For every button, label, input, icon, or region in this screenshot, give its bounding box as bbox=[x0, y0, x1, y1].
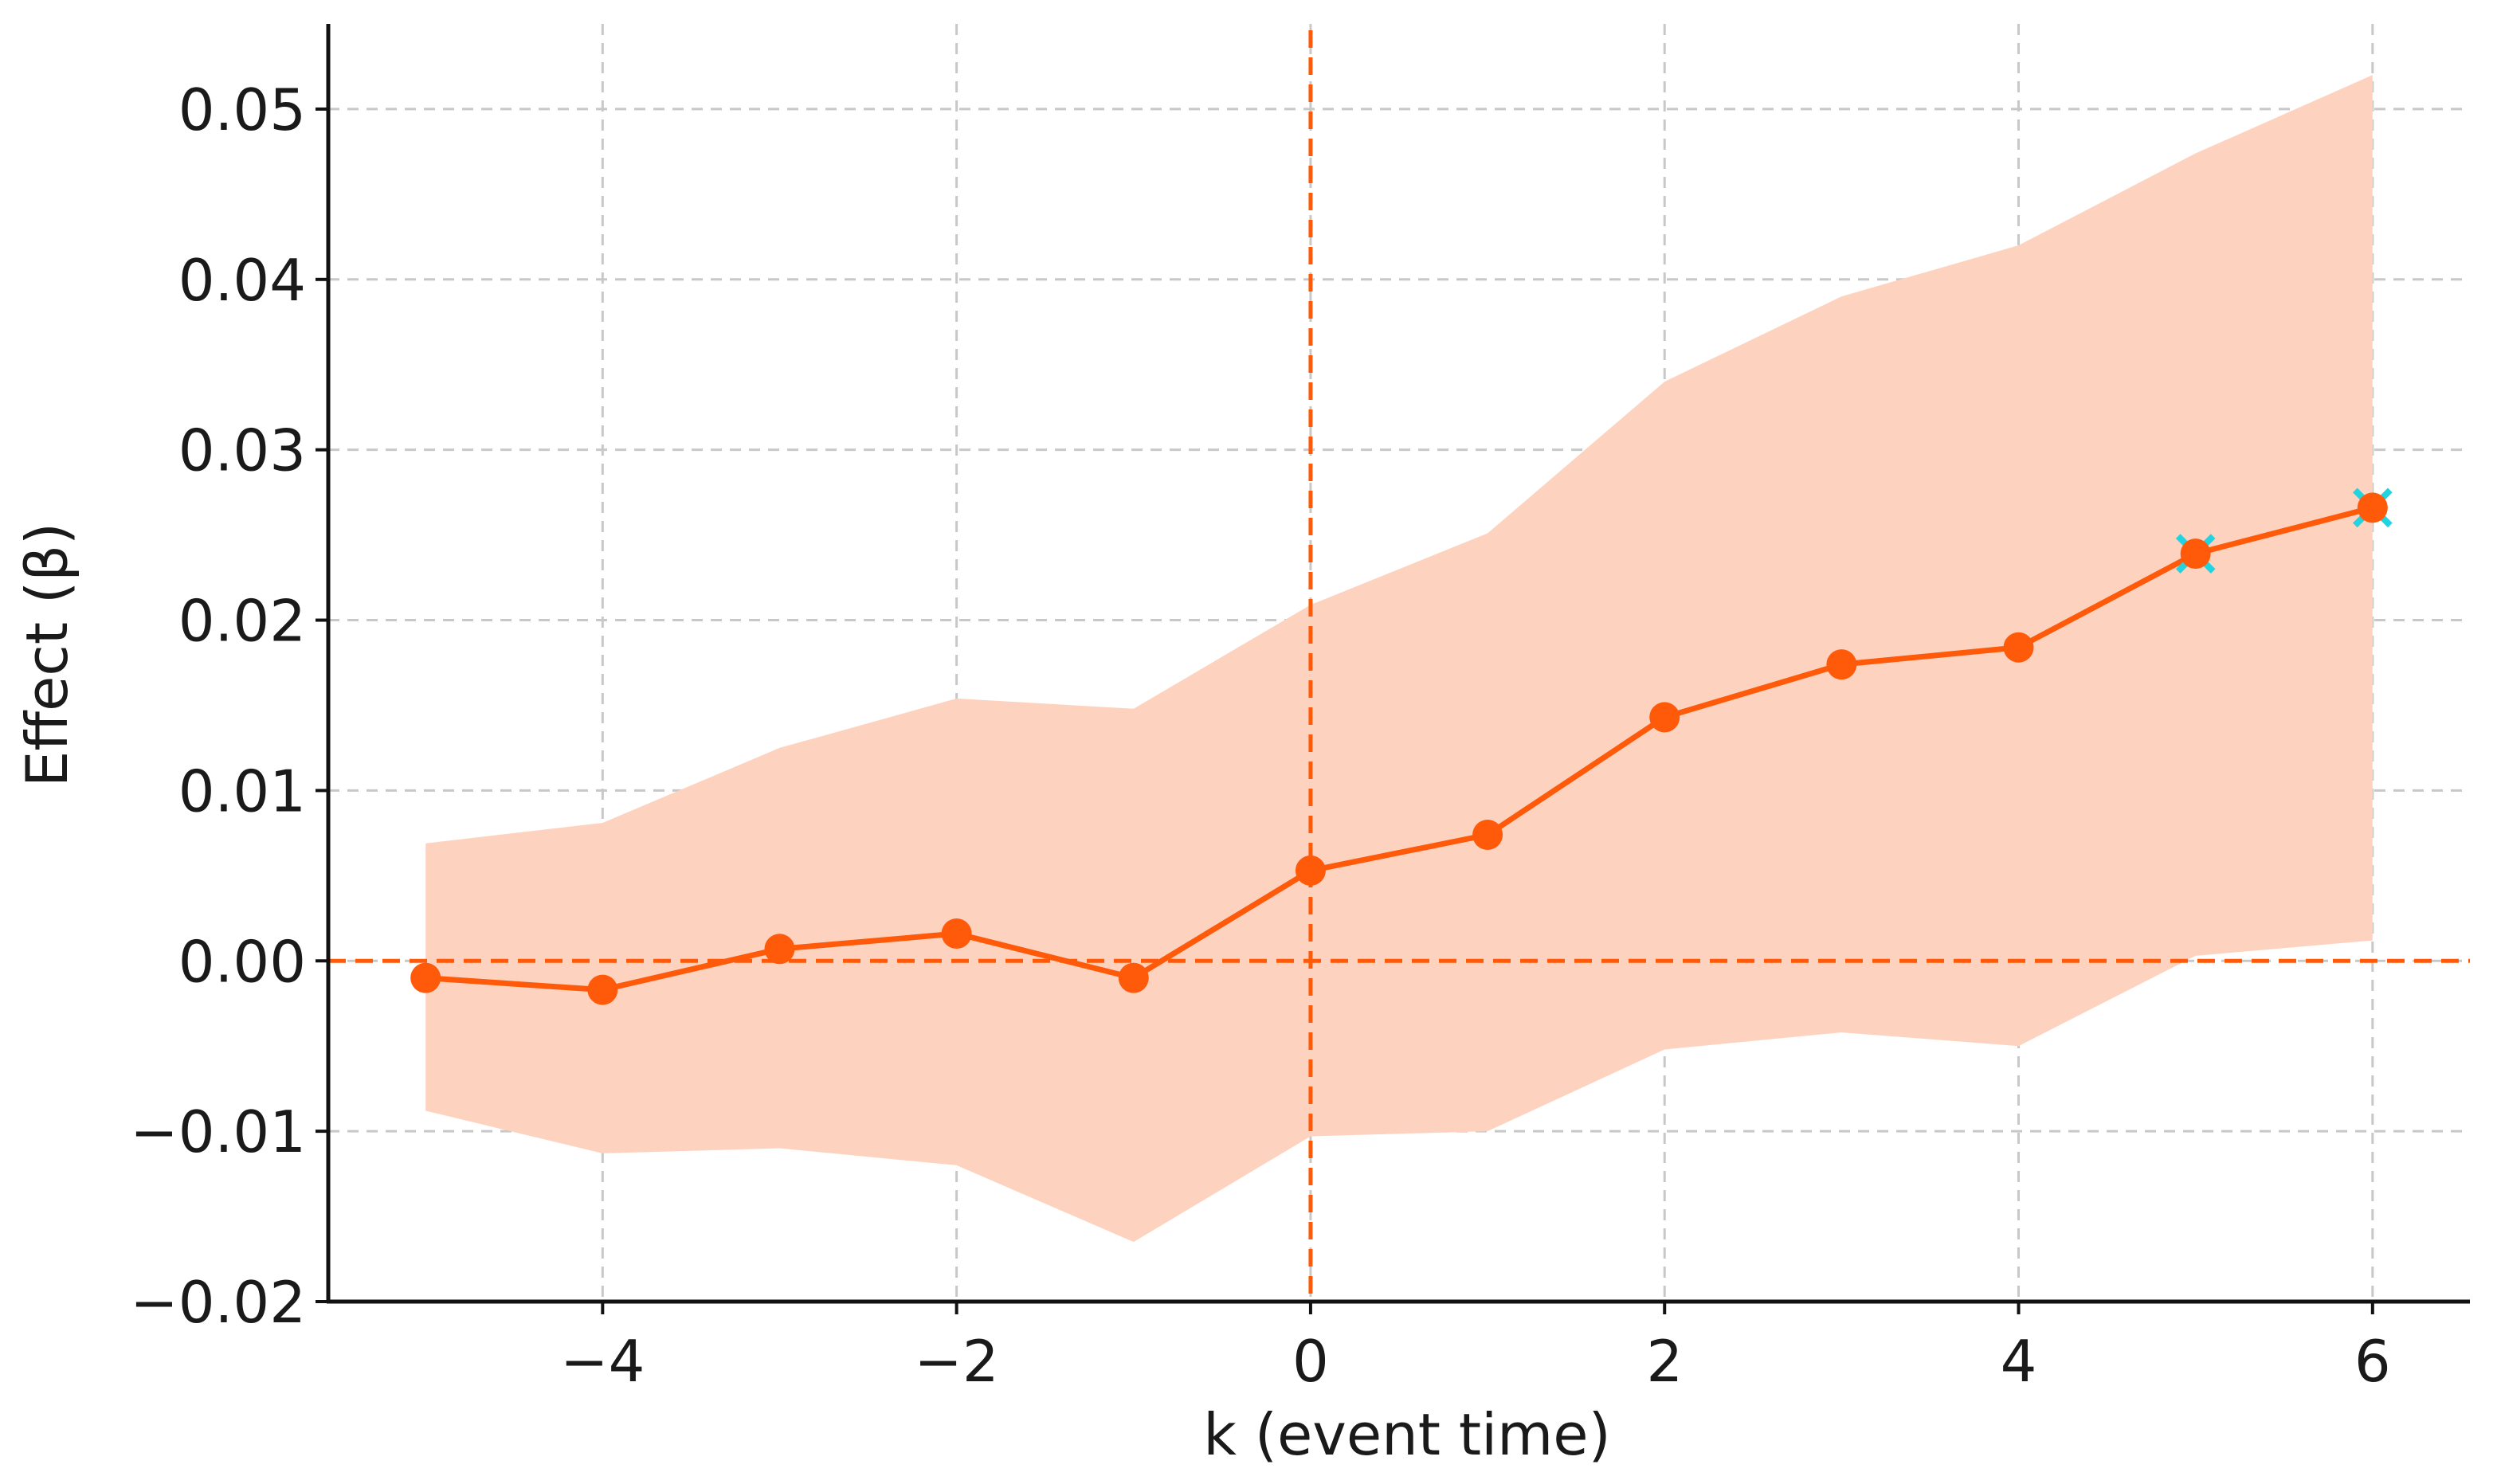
axes bbox=[316, 24, 2470, 1314]
confidence-band bbox=[425, 75, 2373, 1243]
data-point bbox=[410, 962, 441, 993]
y-tick-label: 0.05 bbox=[178, 76, 306, 143]
series-layer bbox=[410, 487, 2393, 1005]
data-point bbox=[2003, 632, 2034, 663]
tick-labels: −4 −2 0 2 4 6 −0.02 −0.01 0.00 0.01 0.02 0.03 0.04 0.… bbox=[130, 76, 2390, 1395]
x-tick-label: 2 bbox=[1646, 1328, 1683, 1395]
y-tick-label: −0.01 bbox=[130, 1098, 306, 1165]
data-point bbox=[2180, 538, 2211, 570]
x-tick-label: −2 bbox=[915, 1328, 999, 1395]
data-point bbox=[1118, 962, 1149, 993]
confidence-band-layer bbox=[425, 75, 2373, 1243]
data-point bbox=[1649, 702, 1680, 733]
x-tick-label: −4 bbox=[560, 1328, 645, 1395]
y-tick-label: 0.00 bbox=[178, 928, 306, 995]
x-tick-label: 6 bbox=[2354, 1328, 2391, 1395]
data-point bbox=[587, 974, 618, 1005]
x-tick-label: 4 bbox=[2001, 1328, 2037, 1395]
series-line bbox=[425, 504, 2374, 993]
y-tick-label: 0.02 bbox=[178, 588, 306, 655]
y-tick-label: −0.02 bbox=[130, 1269, 306, 1336]
data-point bbox=[764, 934, 795, 965]
y-tick-label: 0.04 bbox=[178, 247, 306, 314]
data-point bbox=[941, 918, 972, 950]
reference-lines bbox=[328, 30, 2470, 1302]
y-axis-label: Effect (β) bbox=[14, 523, 80, 787]
data-point bbox=[1295, 855, 1326, 886]
data-point bbox=[2357, 492, 2388, 523]
y-tick-label: 0.03 bbox=[178, 417, 306, 484]
x-tick-label: 0 bbox=[1292, 1328, 1329, 1395]
data-point bbox=[1472, 820, 1503, 851]
data-point bbox=[1826, 649, 1857, 680]
x-axis-label: k (event time) bbox=[1203, 1401, 1610, 1468]
y-tick-label: 0.01 bbox=[178, 758, 306, 824]
